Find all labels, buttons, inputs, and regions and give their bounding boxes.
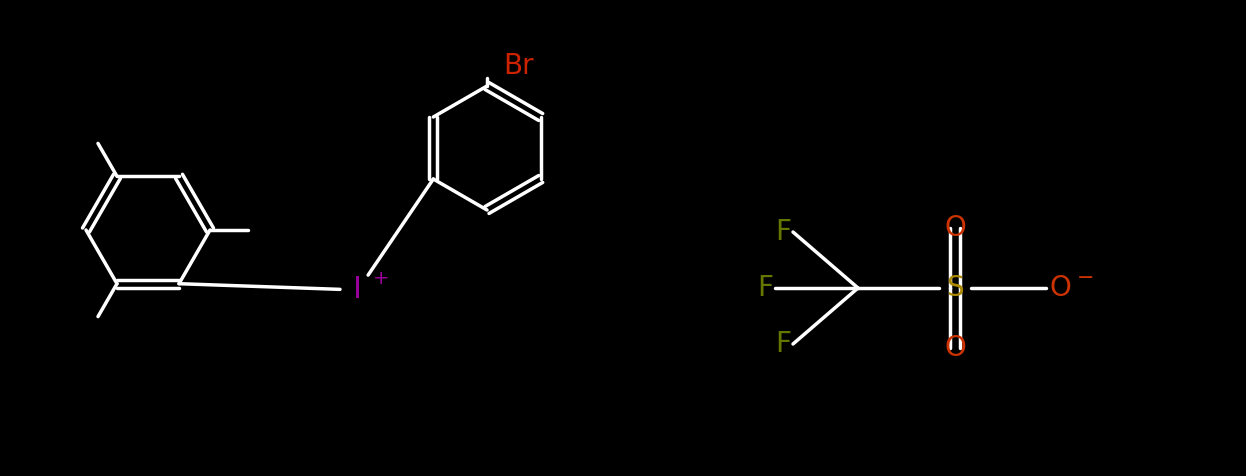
Text: O: O bbox=[944, 334, 966, 362]
Text: F: F bbox=[775, 218, 791, 246]
Text: −: − bbox=[1077, 268, 1094, 288]
Text: Br: Br bbox=[503, 52, 533, 80]
Text: O: O bbox=[944, 214, 966, 242]
Text: O: O bbox=[1049, 274, 1070, 302]
Text: I: I bbox=[354, 276, 363, 305]
Text: F: F bbox=[775, 330, 791, 358]
Text: +: + bbox=[373, 269, 390, 288]
Text: F: F bbox=[758, 274, 773, 302]
Text: S: S bbox=[946, 274, 964, 302]
